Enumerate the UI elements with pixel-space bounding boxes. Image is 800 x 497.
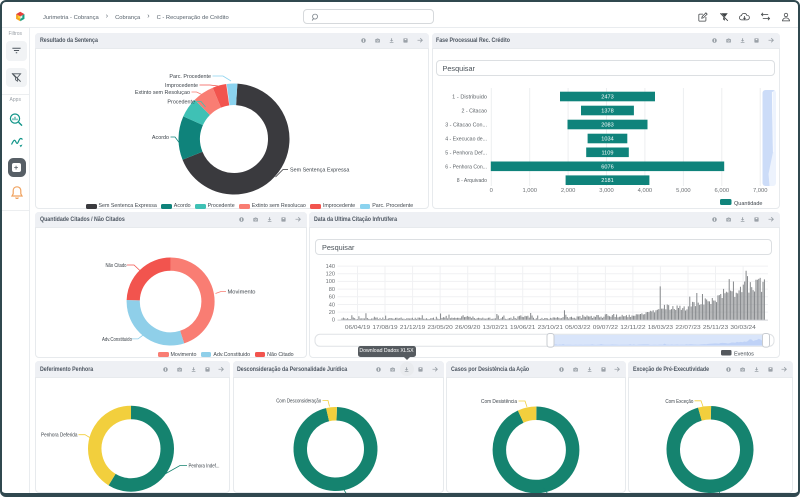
svg-text:Movimento: Movimento xyxy=(228,289,256,295)
svg-text:Quantidade: Quantidade xyxy=(734,201,762,207)
svg-text:06/04/19: 06/04/19 xyxy=(345,324,370,330)
svg-text:Sem Sentença Expressa: Sem Sentença Expressa xyxy=(290,167,349,173)
svg-text:Com Desconsideração: Com Desconsideração xyxy=(276,399,321,405)
svg-text:100: 100 xyxy=(326,279,335,285)
svg-text:13/02/21: 13/02/21 xyxy=(483,324,508,330)
svg-text:6 - Penhora Con...: 6 - Penhora Con... xyxy=(445,164,487,170)
svg-text:Eventos: Eventos xyxy=(734,351,754,357)
svg-text:60: 60 xyxy=(329,294,335,300)
svg-text:09/07/22: 09/07/22 xyxy=(593,324,618,330)
svg-text:26/09/20: 26/09/20 xyxy=(455,324,480,330)
svg-text:22/07/23: 22/07/23 xyxy=(675,324,700,330)
svg-text:21/12/19: 21/12/19 xyxy=(400,324,425,330)
svg-text:Adv.Constituido: Adv.Constituido xyxy=(102,336,132,342)
svg-text:2 - Citacao: 2 - Citacao xyxy=(461,108,487,114)
svg-text:17/08/19: 17/08/19 xyxy=(372,324,397,330)
svg-text:1 - Distribuido: 1 - Distribuido xyxy=(452,94,487,100)
svg-text:2181: 2181 xyxy=(601,178,613,184)
svg-text:2473: 2473 xyxy=(601,94,613,100)
svg-text:0: 0 xyxy=(489,187,492,193)
svg-text:3,000: 3,000 xyxy=(599,187,614,193)
svg-text:1109: 1109 xyxy=(601,150,613,156)
svg-text:4 - Execucao de...: 4 - Execucao de... xyxy=(445,136,487,142)
svg-text:Acordo: Acordo xyxy=(152,134,169,140)
svg-text:40: 40 xyxy=(329,302,335,308)
svg-text:19/06/21: 19/06/21 xyxy=(510,324,535,330)
svg-text:1034: 1034 xyxy=(601,136,613,142)
svg-text:Parc. Procedente: Parc. Procedente xyxy=(169,74,211,80)
svg-text:Extinto sem Resoluçao: Extinto sem Resoluçao xyxy=(135,90,190,96)
svg-text:Procedente: Procedente xyxy=(167,99,195,105)
svg-text:1378: 1378 xyxy=(601,108,613,114)
svg-text:3 - Citacao Con...: 3 - Citacao Con... xyxy=(445,122,487,128)
svg-text:18/03/23: 18/03/23 xyxy=(648,324,673,330)
svg-text:4,000: 4,000 xyxy=(637,187,652,193)
svg-text:6076: 6076 xyxy=(601,164,613,170)
svg-text:Improcedente: Improcedente xyxy=(165,83,198,89)
svg-text:1,000: 1,000 xyxy=(522,187,537,193)
svg-text:23/05/20: 23/05/20 xyxy=(427,324,452,330)
svg-text:12/11/22: 12/11/22 xyxy=(620,324,645,330)
svg-text:0: 0 xyxy=(332,317,335,323)
svg-text:Não Citado: Não Citado xyxy=(106,263,127,269)
svg-text:25/11/23: 25/11/23 xyxy=(703,324,728,330)
svg-text:Penhora Deferida: Penhora Deferida xyxy=(41,433,78,439)
svg-text:23/10/21: 23/10/21 xyxy=(538,324,563,330)
svg-text:140: 140 xyxy=(326,263,335,269)
svg-text:5,000: 5,000 xyxy=(676,187,691,193)
svg-text:Com Desistência: Com Desistência xyxy=(481,399,517,405)
svg-text:8 - Arquivado: 8 - Arquivado xyxy=(456,178,486,184)
svg-text:120: 120 xyxy=(326,271,335,277)
svg-text:20: 20 xyxy=(329,309,335,315)
svg-text:2083: 2083 xyxy=(601,122,613,128)
svg-text:05/03/22: 05/03/22 xyxy=(565,324,590,330)
svg-text:7,000: 7,000 xyxy=(752,187,767,193)
svg-text:Com Exceção: Com Exceção xyxy=(665,399,693,405)
svg-text:80: 80 xyxy=(329,286,335,292)
svg-text:5 - Penhora Def...: 5 - Penhora Def... xyxy=(445,150,487,156)
svg-text:2,000: 2,000 xyxy=(560,187,575,193)
svg-text:30/03/24: 30/03/24 xyxy=(730,324,755,330)
svg-text:Penhora Indef...: Penhora Indef... xyxy=(189,464,220,470)
svg-text:6,000: 6,000 xyxy=(714,187,729,193)
